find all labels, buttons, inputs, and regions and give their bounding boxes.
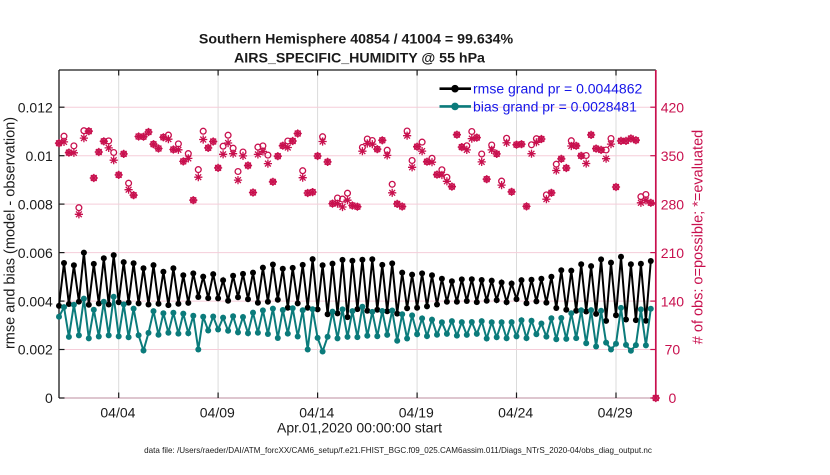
svg-text:140: 140 xyxy=(661,293,685,309)
svg-text:Southern Hemisphere 40854 / 41: Southern Hemisphere 40854 / 41004 = 99.6… xyxy=(199,32,514,48)
svg-text:0.012: 0.012 xyxy=(18,99,53,115)
svg-text:04/14: 04/14 xyxy=(299,405,334,421)
svg-text:0: 0 xyxy=(669,390,677,406)
svg-text:280: 280 xyxy=(661,196,685,212)
svg-text:04/29: 04/29 xyxy=(598,405,633,421)
svg-text:bias grand pr = 0.0028481: bias grand pr = 0.0028481 xyxy=(473,98,637,114)
svg-text:210: 210 xyxy=(661,245,685,261)
svg-text:04/04: 04/04 xyxy=(100,405,135,421)
svg-text:Apr.01,2020 00:00:00 start: Apr.01,2020 00:00:00 start xyxy=(277,419,442,435)
svg-text:0.002: 0.002 xyxy=(18,342,53,358)
svg-text:AIRS_SPECIFIC_HUMIDITY @ 55 hP: AIRS_SPECIFIC_HUMIDITY @ 55 hPa xyxy=(234,51,485,67)
svg-text:0.01: 0.01 xyxy=(26,148,53,164)
svg-text:420: 420 xyxy=(661,99,685,115)
svg-text:0.006: 0.006 xyxy=(18,245,53,261)
svg-text:0.008: 0.008 xyxy=(18,196,53,212)
svg-text:04/19: 04/19 xyxy=(399,405,434,421)
svg-text:04/24: 04/24 xyxy=(498,405,533,421)
svg-text:rmse grand pr = 0.0044862: rmse grand pr = 0.0044862 xyxy=(473,81,642,97)
svg-text:350: 350 xyxy=(661,148,685,164)
svg-text:04/09: 04/09 xyxy=(200,405,235,421)
svg-text:data file: /Users/raeder/DAI/A: data file: /Users/raeder/DAI/ATM_forcXX/… xyxy=(144,446,652,455)
svg-text:# of obs: o=possible; *=evalua: # of obs: o=possible; *=evaluated xyxy=(691,130,707,344)
svg-text:rmse and bias (model - observa: rmse and bias (model - observation) xyxy=(3,117,19,349)
svg-text:0: 0 xyxy=(45,390,53,406)
svg-text:70: 70 xyxy=(665,342,681,358)
svg-text:0.004: 0.004 xyxy=(18,293,53,309)
